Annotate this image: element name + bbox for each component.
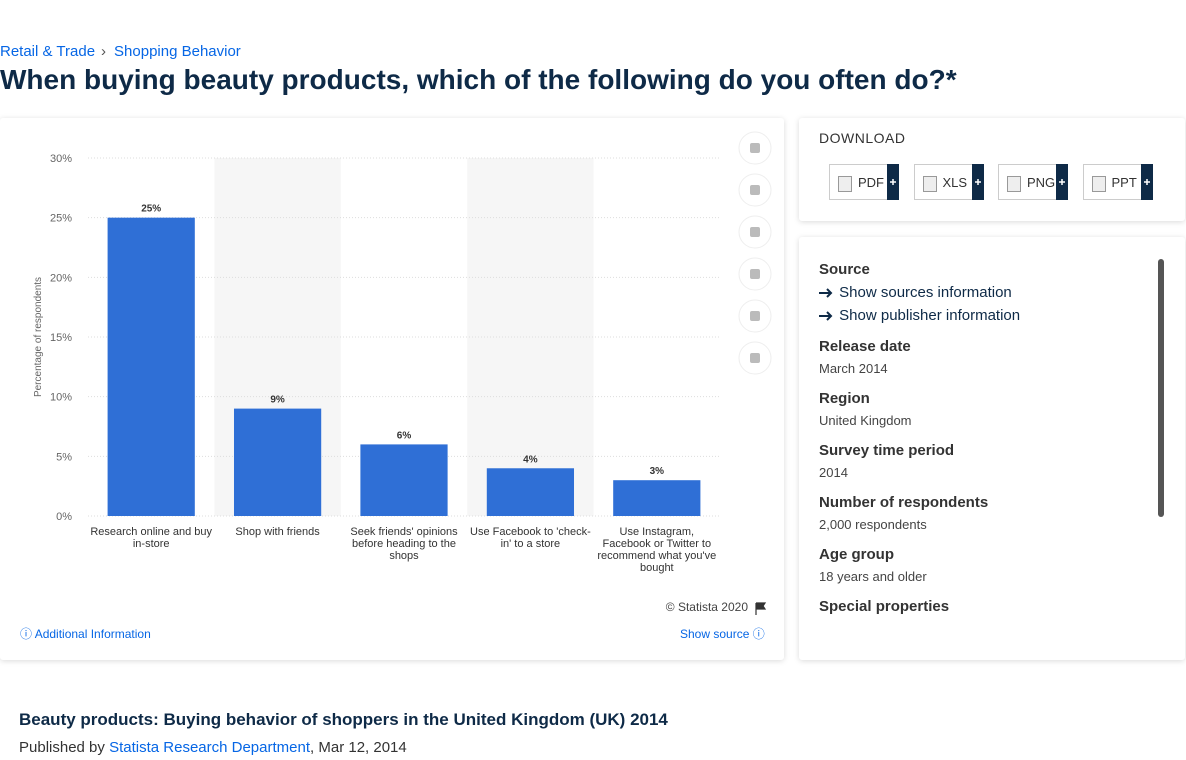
source-label: Source (819, 261, 870, 278)
x-tick-label: Shop with friends (235, 526, 320, 538)
crumb[interactable]: Shopping Behavior (114, 43, 241, 60)
breadcrumb: Retail & Trade › Shopping Behavior (0, 43, 241, 60)
download-button[interactable]: XLS (913, 164, 984, 200)
link-text[interactable]: Show publisher information (839, 307, 1021, 324)
source-link[interactable]: Show sources information (819, 284, 1149, 301)
band-shade (467, 158, 594, 516)
bar (107, 217, 195, 516)
x-tick-label: Use Facebook to 'check-in' to a store (470, 526, 591, 550)
fact-value: March 2014 (819, 361, 888, 376)
fact-value: 2014 (819, 465, 848, 480)
show-source-text[interactable]: Show source (680, 627, 750, 641)
source-link[interactable]: Show publisher information (819, 307, 1149, 324)
value-label: 25% (141, 204, 161, 215)
fact-value: 18 years and older (819, 569, 927, 584)
x-tick-wrap: Use Instagram, Facebook or Twitter to re… (597, 526, 717, 574)
download-button[interactable]: PDF (829, 164, 899, 200)
format-label: PPT (1111, 174, 1137, 190)
credit: © Statista 2020 (666, 600, 749, 614)
x-tick-wrap: Use Facebook to 'check-in' to a store (470, 526, 591, 550)
x-tick-wrap: Seek friends' opinions before heading to… (350, 526, 458, 562)
x-tick-label: Seek friends' opinions before heading to… (350, 526, 458, 562)
fact-label: Age group (819, 546, 894, 563)
arrow-icon (819, 287, 833, 298)
link-text[interactable]: Show sources information (839, 284, 1012, 301)
crumb[interactable]: Retail & Trade (0, 43, 96, 60)
bar (360, 444, 448, 516)
y-tick-label: 20% (50, 272, 72, 284)
tool-icon (750, 311, 760, 321)
y-tick-label: 5% (56, 451, 72, 463)
download-button[interactable]: PPT (1082, 164, 1153, 200)
tool-icon (750, 353, 760, 363)
details-card: Source Show sources information Show pub… (799, 237, 1185, 660)
y-axis-label: Percentage of respondents (33, 277, 44, 397)
bar (613, 480, 701, 516)
fact-label: Number of respondents (819, 494, 989, 511)
tool-icon (750, 185, 760, 195)
file-icon (1007, 176, 1021, 192)
fact-label: Region (819, 390, 870, 407)
published-by: Published by (19, 739, 105, 756)
y-tick-label: 10% (50, 392, 72, 404)
tool-icon (750, 269, 760, 279)
value-label: 6% (397, 430, 412, 441)
plus-icon (1140, 164, 1153, 200)
chart: 0% 5% 10% 15% 20% 25% 30% Percentage of respond… (33, 131, 772, 615)
flag-icon (755, 602, 767, 615)
fact-label: Survey time period (819, 442, 955, 459)
plus-icon (887, 164, 899, 200)
download-button[interactable]: PNG (998, 164, 1068, 200)
tool-icon (750, 227, 760, 237)
additional-info[interactable]: ⓘ Additional Information (20, 627, 151, 641)
y-tick-label: 0% (56, 511, 72, 523)
file-icon (838, 176, 852, 192)
plus-icon (1056, 164, 1068, 200)
file-icon (922, 176, 937, 192)
x-tick-label: Use Instagram, Facebook or Twitter to re… (597, 526, 717, 574)
x-tick-wrap: Shop with friends (235, 526, 320, 538)
bar (486, 468, 575, 516)
tool-icon (750, 143, 760, 153)
value-label: 4% (523, 454, 538, 465)
fact-value: 2,000 respondents (819, 517, 927, 532)
value-label: 9% (270, 395, 285, 406)
plus-icon (971, 164, 984, 200)
arrow-icon (819, 310, 833, 321)
scrollbar[interactable] (1158, 259, 1164, 517)
author-link[interactable]: Statista Research Department (109, 739, 311, 756)
heading: When buying beauty products, which of th… (0, 64, 957, 95)
file-icon (1091, 176, 1106, 192)
download-title: DOWNLOAD (819, 130, 906, 146)
show-source[interactable]: Show source ⓘ (680, 627, 765, 641)
format-label: PNG (1027, 174, 1056, 190)
y-tick-label: 15% (50, 332, 72, 344)
fact-label: Release date (819, 338, 911, 355)
date: , Mar 12, 2014 (310, 739, 407, 756)
chart-card: 0% 5% 10% 15% 20% 25% 30% Percentage of respond… (0, 118, 784, 660)
bar (233, 408, 322, 516)
published: Published by Statista Research Departmen… (19, 739, 407, 756)
x-tick-wrap: Research online and buy in-store (90, 526, 213, 550)
statistic-title: Beauty products: Buying behavior of shop… (19, 710, 668, 729)
y-tick-label: 25% (50, 213, 72, 225)
x-tick-label: Research online and buy in-store (90, 526, 213, 550)
fact-value: United Kingdom (819, 413, 912, 428)
format-label: PDF (858, 174, 884, 190)
download-card: DOWNLOAD PDF XLS PNG PPT (799, 118, 1185, 221)
format-label: XLS (942, 174, 968, 190)
fact-label: Special properties (819, 598, 950, 615)
value-label: 3% (650, 466, 665, 477)
additional-info-text[interactable]: Additional Information (34, 627, 151, 641)
y-tick-label: 30% (50, 153, 72, 165)
